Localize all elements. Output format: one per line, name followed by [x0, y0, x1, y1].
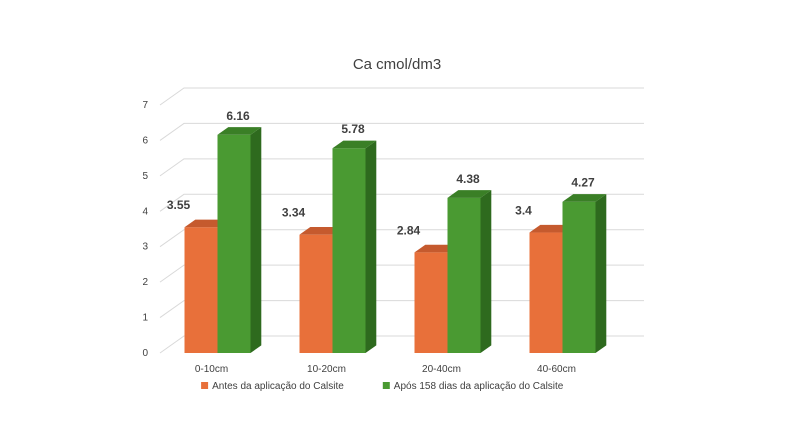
- bar-front: [447, 197, 481, 353]
- bar-top: [217, 127, 262, 135]
- data-label: 6.16: [226, 109, 250, 123]
- bar-front: [562, 201, 596, 353]
- bar: [447, 190, 492, 353]
- bar-top: [529, 224, 574, 233]
- gridline: [159, 158, 644, 177]
- y-tick-label: 7: [142, 100, 148, 111]
- bar-side: [480, 190, 492, 353]
- gridline: [159, 122, 644, 141]
- bar-top: [184, 219, 229, 228]
- data-label: 3.55: [167, 198, 191, 212]
- x-tick-label: 0-10cm: [195, 364, 228, 375]
- legend-swatch: [201, 382, 209, 389]
- y-tick-label: 4: [142, 206, 148, 217]
- bar-front: [529, 232, 563, 353]
- legend-label: Após 158 dias da aplicação do Calsite: [394, 381, 564, 392]
- chart-title: Ca cmol/dm3: [353, 56, 441, 73]
- data-labels: 3.55 6.16 0-10cm 3.34 5.78 10-20cm 2.84 4.38 20-…: [167, 109, 595, 375]
- bar-top: [414, 244, 459, 253]
- data-label: 2.84: [397, 223, 421, 237]
- bar-front: [299, 234, 333, 353]
- bar-top: [447, 190, 492, 198]
- data-label: 3.4: [515, 204, 532, 218]
- bar-front: [184, 227, 218, 353]
- bars: [184, 127, 607, 353]
- y-tick-label: 5: [142, 171, 148, 182]
- data-label: 5.78: [341, 122, 365, 136]
- x-tick-label: 40-60cm: [537, 364, 576, 375]
- bar-front: [414, 252, 448, 353]
- bar-front: [217, 134, 251, 353]
- gridline: [159, 87, 644, 106]
- bar-side: [365, 140, 377, 353]
- bar: [217, 127, 262, 353]
- data-label: 4.38: [456, 172, 480, 186]
- x-tick-label: 20-40cm: [422, 364, 461, 375]
- bar-top: [332, 140, 377, 149]
- bar: [562, 194, 607, 353]
- y-tick-label: 2: [142, 277, 148, 288]
- bar-top: [299, 227, 344, 235]
- legend: Antes da aplicação do Calsite Após 158 di…: [201, 381, 564, 392]
- legend-label: Antes da aplicação do Calsite: [212, 381, 344, 392]
- bar-side: [595, 194, 607, 353]
- data-label: 3.34: [282, 206, 306, 220]
- y-tick-label: 0: [142, 348, 148, 359]
- data-label: 4.27: [571, 176, 595, 190]
- y-tick-label: 1: [142, 313, 148, 324]
- legend-swatch: [382, 382, 390, 389]
- x-tick-label: 10-20cm: [307, 364, 346, 375]
- bar-front: [332, 148, 366, 353]
- bar: [332, 140, 377, 353]
- bar-top: [562, 194, 607, 202]
- bar-side: [250, 127, 262, 353]
- y-tick-label: 6: [142, 135, 148, 146]
- y-tick-label: 3: [142, 242, 148, 253]
